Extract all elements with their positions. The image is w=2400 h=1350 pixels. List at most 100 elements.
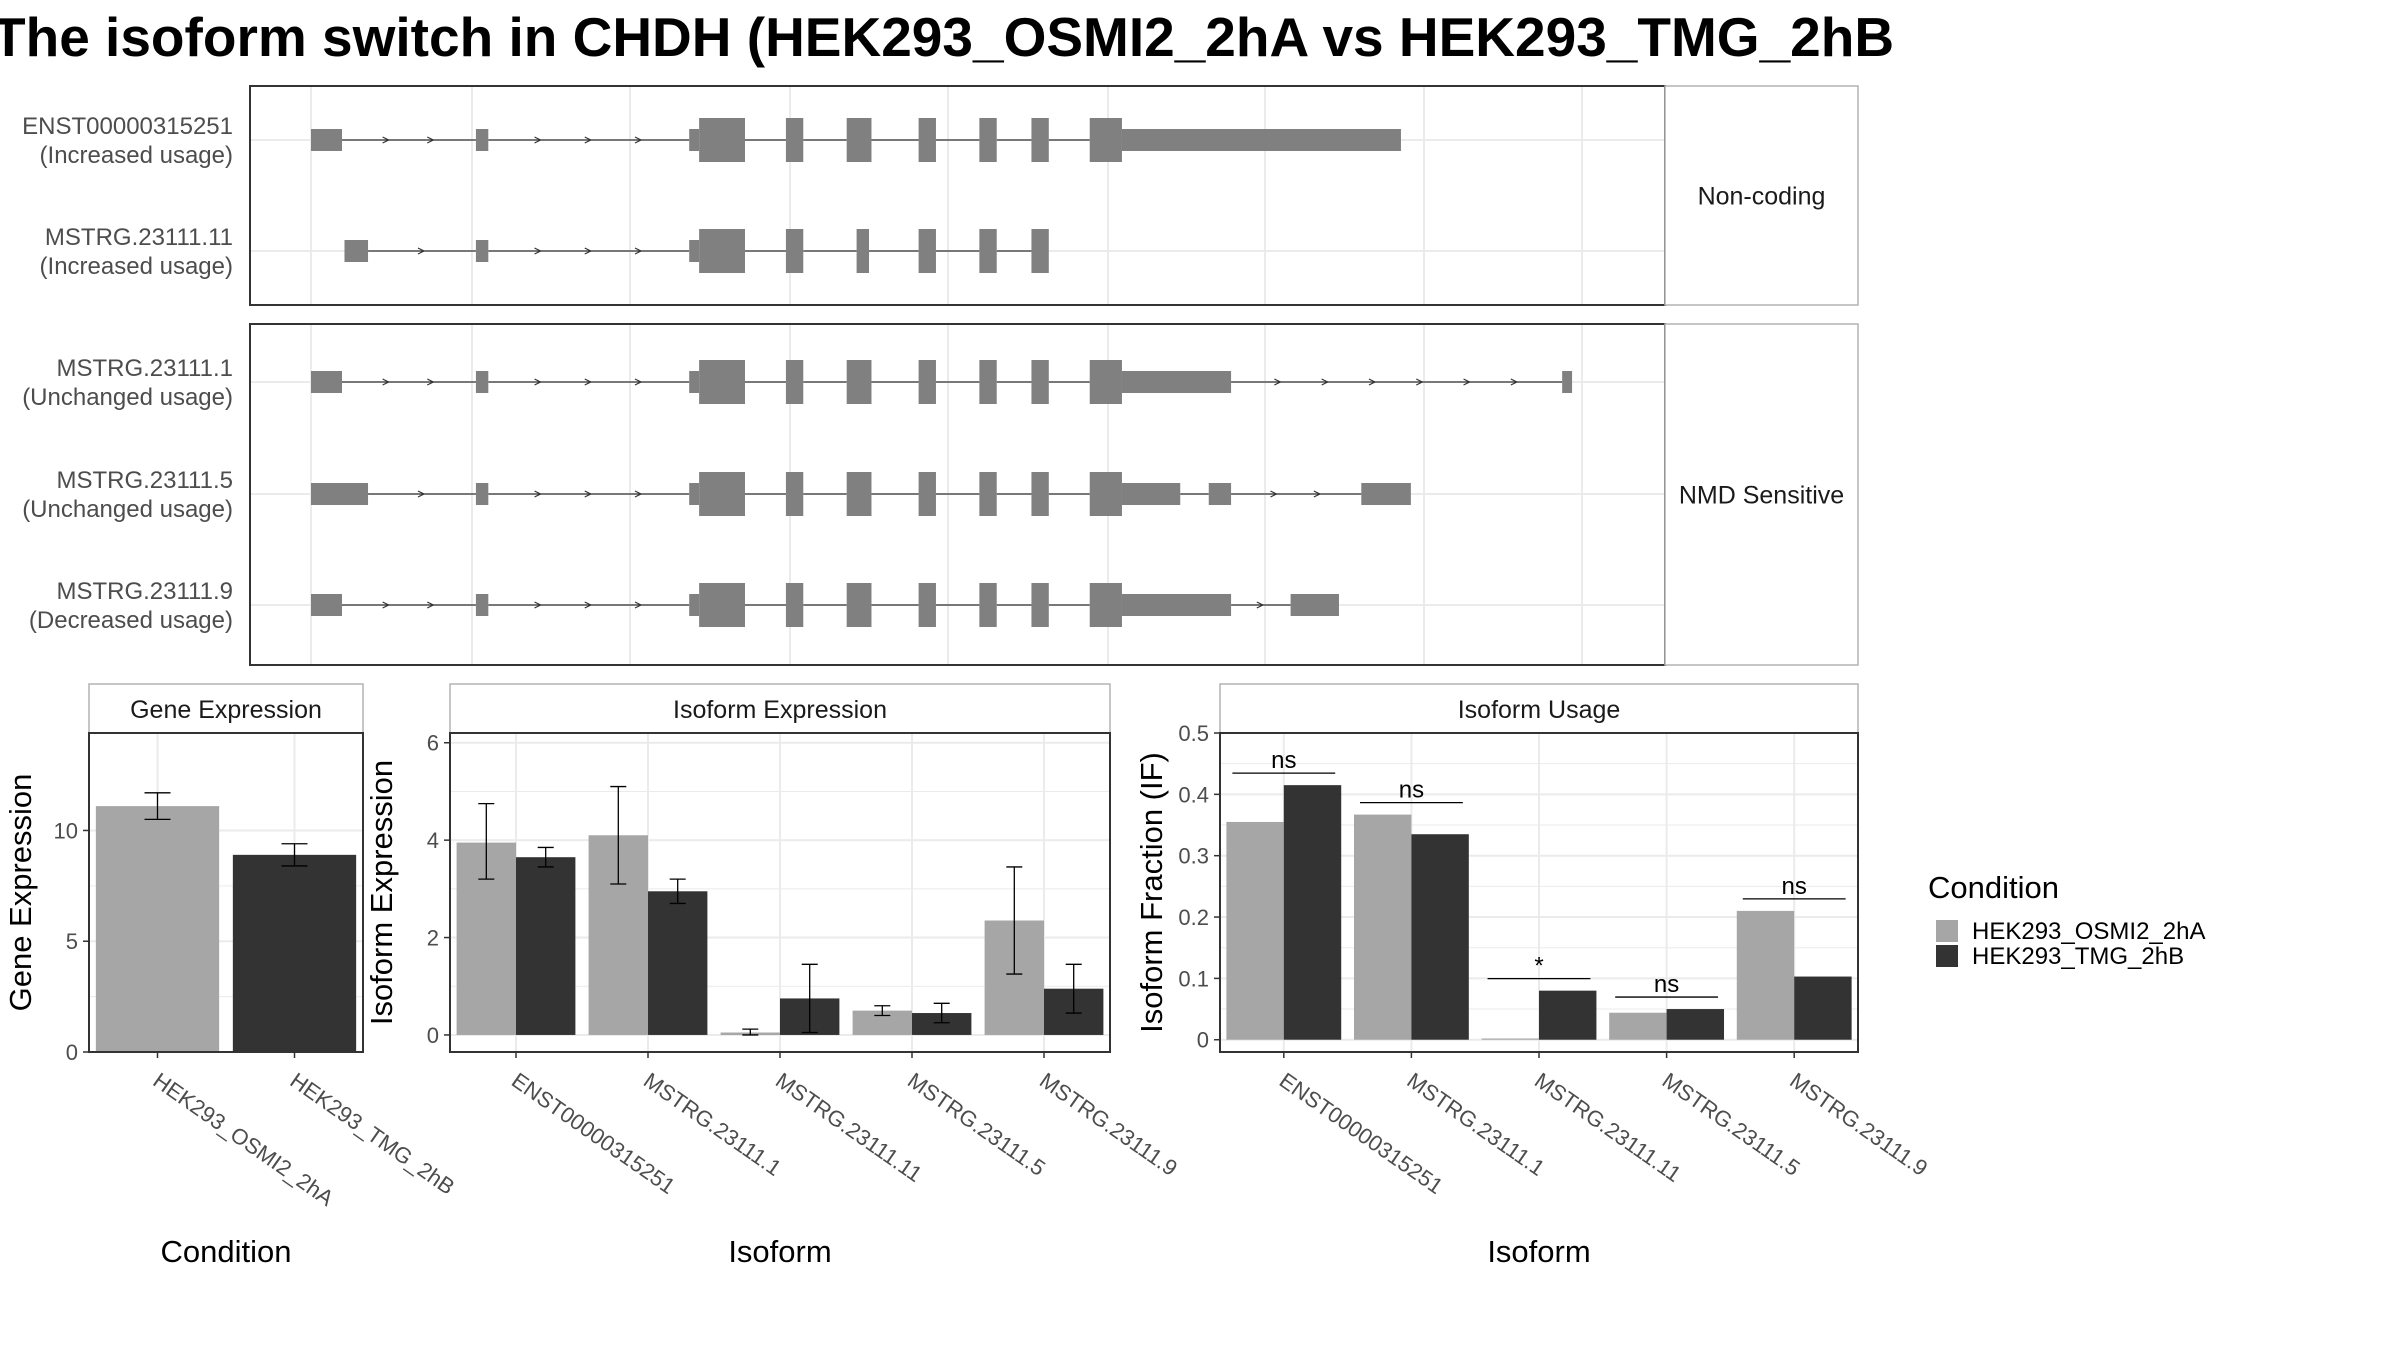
- intron-arrow: [382, 136, 390, 144]
- bar: [1794, 976, 1852, 1040]
- x-tick-label: MSTRG.23111.5: [903, 1068, 1050, 1181]
- isoform-track: MSTRG.23111.11(Increased usage): [40, 224, 1049, 280]
- legend-label: HEK293_OSMI2_2hA: [1972, 918, 2205, 945]
- y-tick-label: 0.5: [1178, 721, 1209, 746]
- y-tick-label: 10: [54, 818, 78, 843]
- intron-arrow: [584, 136, 593, 144]
- y-axis-title: Gene Expression: [3, 774, 38, 1012]
- coding-exon: [918, 118, 936, 162]
- bar: [1539, 990, 1597, 1040]
- utr-exon: [689, 129, 700, 151]
- x-tick-label: MSTRG.23111.9: [1785, 1068, 1932, 1181]
- utr-exon: [1290, 594, 1339, 616]
- significance-label: ns: [1271, 747, 1296, 774]
- intron-arrow: [1463, 378, 1471, 386]
- intron-arrow: [634, 378, 643, 386]
- intron-arrow: [634, 247, 643, 255]
- utr-exon: [475, 483, 489, 505]
- bar: [1353, 814, 1412, 1040]
- chart-panel-1: Isoform Expression0246ENST00000315251MST…: [364, 683, 1182, 1269]
- bar: [1283, 785, 1342, 1040]
- coding-exon: [979, 583, 997, 627]
- coding-exon: [846, 360, 872, 404]
- y-axis-title: Isoform Fraction (IF): [1134, 752, 1169, 1033]
- coding-exon: [699, 229, 745, 273]
- utr-exon: [1121, 129, 1401, 151]
- coding-exon: [846, 472, 872, 516]
- coding-exon: [1031, 229, 1049, 273]
- coding-exon: [918, 229, 936, 273]
- coding-exon: [846, 118, 872, 162]
- intron-arrow: [382, 378, 390, 386]
- structure-facet-0: Non-coding ENST00000315251(Increased usag…: [22, 85, 1859, 306]
- panel-title: Gene Expression: [130, 696, 322, 724]
- y-tick-label: 2: [427, 926, 439, 951]
- bar: [1736, 910, 1795, 1040]
- isoform-name: ENST00000315251: [22, 113, 233, 140]
- x-tick-label: MSTRG.23111.1: [639, 1068, 786, 1181]
- isoform-status: (Increased usage): [40, 142, 233, 169]
- coding-exon: [1089, 472, 1122, 516]
- intron-arrow: [1270, 490, 1278, 498]
- isoform-status: (Unchanged usage): [22, 384, 233, 411]
- intron-arrow: [534, 378, 542, 386]
- legend-title: Condition: [1928, 870, 2059, 905]
- isoform-name: MSTRG.23111.11: [45, 224, 233, 251]
- utr-exon: [689, 483, 700, 505]
- legend-swatch: [1936, 945, 1958, 967]
- coding-exon: [979, 118, 997, 162]
- facet-strip-label: Non-coding: [1698, 183, 1826, 211]
- y-tick-label: 0: [66, 1040, 78, 1065]
- intron-arrow: [534, 247, 542, 255]
- coding-exon: [699, 118, 745, 162]
- coding-exon: [785, 583, 804, 627]
- gene-structure-panel: Non-coding ENST00000315251(Increased usag…: [22, 85, 1859, 666]
- coding-exon: [1089, 118, 1122, 162]
- utr-exon: [475, 594, 489, 616]
- utr-exon: [475, 240, 489, 262]
- intron-arrow: [634, 490, 643, 498]
- x-tick-label: MSTRG.23111.11: [771, 1068, 927, 1187]
- isoform-track: MSTRG.23111.1(Unchanged usage): [22, 355, 1573, 411]
- coding-exon: [856, 229, 869, 273]
- y-tick-label: 5: [66, 929, 78, 954]
- bar: [1666, 1009, 1725, 1040]
- coding-exon: [785, 360, 804, 404]
- intron-arrow: [1321, 378, 1330, 386]
- coding-exon: [918, 472, 936, 516]
- bar: [95, 806, 220, 1052]
- bar: [232, 854, 357, 1052]
- utr-exon: [475, 129, 489, 151]
- intron-arrow: [427, 378, 435, 386]
- panel-title: Isoform Expression: [673, 696, 887, 724]
- y-tick-label: 0.4: [1178, 782, 1209, 807]
- intron-arrow: [584, 378, 593, 386]
- x-axis-title: Isoform: [1487, 1234, 1590, 1269]
- utr-exon: [344, 240, 369, 262]
- y-tick-label: 6: [427, 731, 439, 756]
- utr-exon: [689, 371, 700, 393]
- intron-arrow: [1416, 378, 1424, 386]
- y-tick-label: 4: [427, 828, 439, 853]
- coding-exon: [785, 118, 804, 162]
- utr-exon: [1361, 483, 1411, 505]
- panel-strip: [1219, 683, 1859, 734]
- bar-chart-panels: Gene Expression0510HEK293_OSMI2_2hAHEK29…: [3, 683, 1932, 1269]
- coding-exon: [1089, 583, 1122, 627]
- coding-exon: [1031, 583, 1049, 627]
- coding-exon: [918, 583, 936, 627]
- intron-arrow: [1510, 378, 1519, 386]
- isoform-status: (Unchanged usage): [22, 496, 233, 523]
- y-axis-title: Isoform Expression: [364, 760, 399, 1025]
- coding-exon: [785, 472, 804, 516]
- facet-background: [250, 86, 1665, 305]
- intron-arrow: [584, 490, 593, 498]
- panel-strip: [88, 683, 364, 734]
- intron-arrow: [1313, 490, 1322, 498]
- intron-arrow: [1256, 601, 1265, 609]
- significance-label: *: [1534, 953, 1543, 980]
- intron-arrow: [417, 247, 426, 255]
- utr-exon: [475, 371, 489, 393]
- coding-exon: [979, 360, 997, 404]
